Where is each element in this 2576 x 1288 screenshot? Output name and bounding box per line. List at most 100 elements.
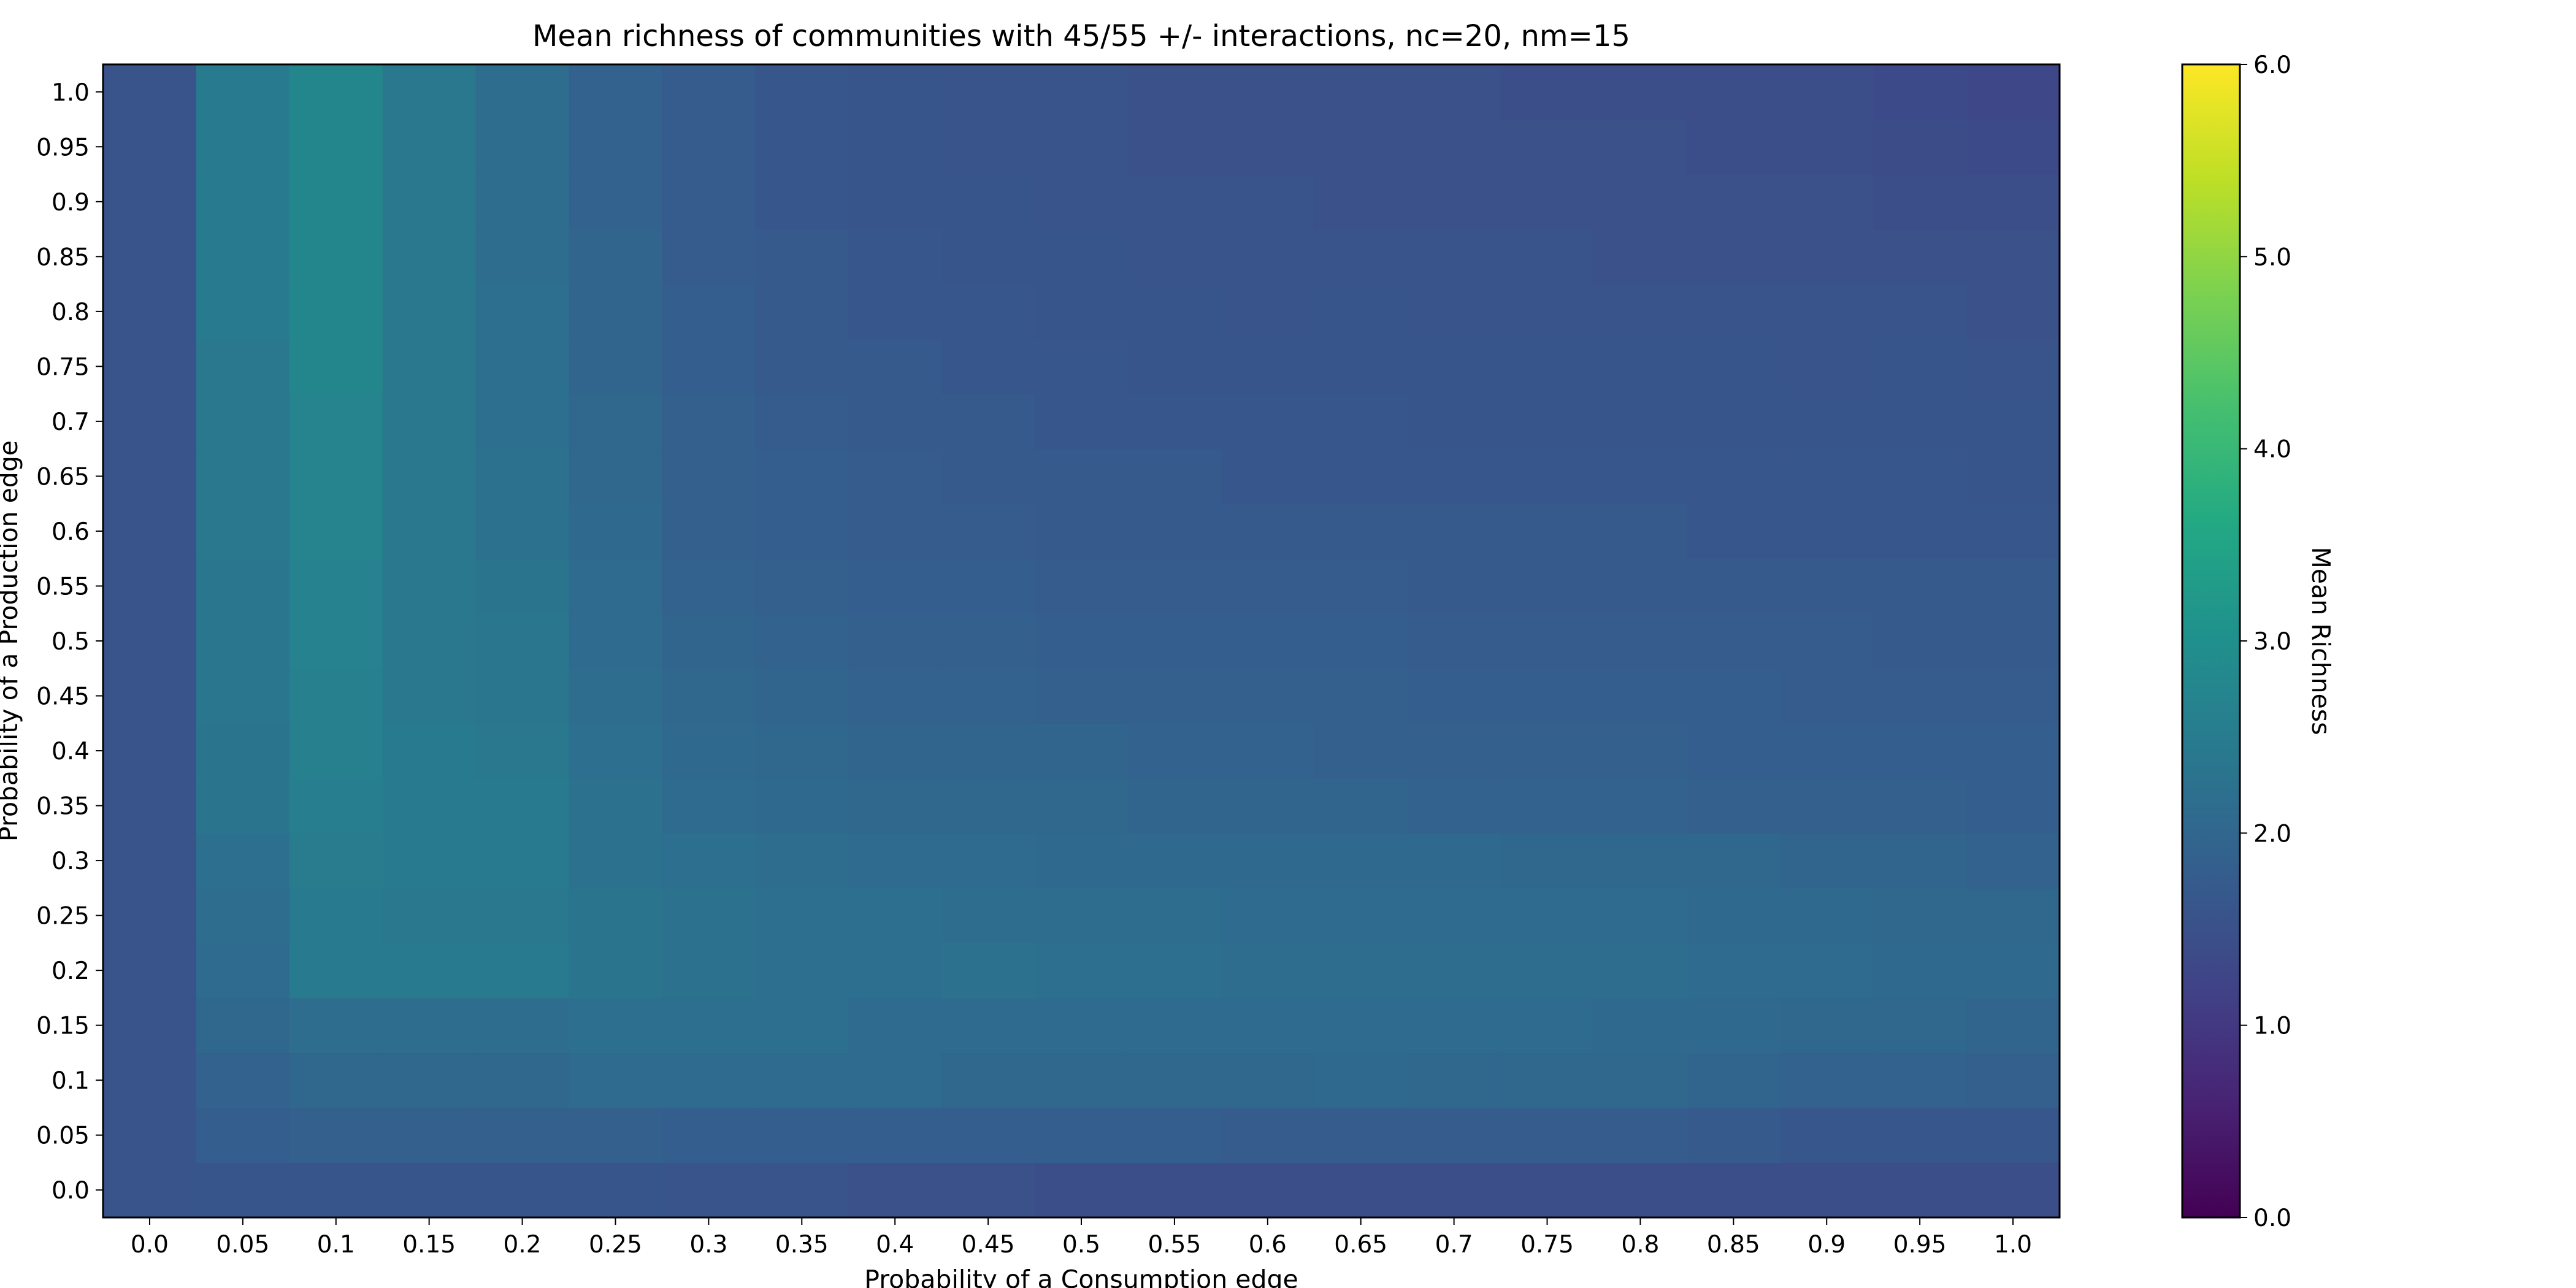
heatmap-cell: [755, 504, 849, 559]
heatmap-cell: [1593, 1107, 1687, 1163]
y-tick-label: 0.35: [36, 793, 90, 821]
heatmap-cell: [755, 943, 849, 999]
heatmap-cell: [196, 723, 290, 779]
heatmap-cell: [1500, 1107, 1595, 1163]
heatmap-cell: [1873, 887, 1967, 943]
heatmap-cell: [1873, 833, 1967, 889]
heatmap-cell: [662, 668, 756, 724]
heatmap-cell: [1500, 887, 1595, 943]
heatmap-cell: [1035, 1162, 1129, 1218]
heatmap-cell: [569, 943, 663, 999]
heatmap-cell: [1314, 174, 1408, 230]
heatmap-cell: [475, 723, 570, 779]
heatmap-cell: [569, 284, 663, 340]
heatmap-cell: [1127, 174, 1222, 230]
heatmap-cell: [1687, 119, 1781, 175]
heatmap-cell: [1593, 229, 1687, 285]
heatmap-cell: [1314, 504, 1408, 559]
heatmap-cell: [755, 833, 849, 889]
heatmap-cell: [1221, 1107, 1315, 1163]
y-tick-label: 0.9: [52, 189, 90, 217]
heatmap-cell: [475, 1107, 570, 1163]
heatmap-cell: [1500, 723, 1595, 779]
heatmap-cell: [941, 339, 1035, 394]
heatmap-cell: [1966, 613, 2060, 669]
heatmap-cell: [941, 833, 1035, 889]
heatmap-cell: [1966, 833, 2060, 889]
heatmap-cell: [941, 64, 1035, 120]
heatmap-cell: [1687, 558, 1781, 614]
heatmap-cell: [1407, 448, 1501, 504]
heatmap-cell: [755, 723, 849, 779]
heatmap-cell: [662, 833, 756, 889]
heatmap-cell: [848, 448, 942, 504]
colorbar-ticks: 0.0 1.0 2.0 3.0 4.0 5.0 6.0: [2240, 52, 2291, 1232]
heatmap-cell: [289, 887, 383, 943]
heatmap-cell: [1314, 229, 1408, 285]
heatmap-cell: [662, 1107, 756, 1163]
heatmap-cell: [848, 1107, 942, 1163]
heatmap-cell: [1127, 119, 1222, 175]
heatmap-cell: [848, 284, 942, 340]
heatmap-cell: [103, 997, 197, 1054]
heatmap-cell: [1314, 1107, 1408, 1163]
y-tick-label: 0.7: [52, 408, 90, 436]
y-tick-label: 0.85: [36, 243, 90, 271]
heatmap-cell: [1687, 723, 1781, 779]
heatmap-cell: [1314, 833, 1408, 889]
heatmap-cell: [569, 1052, 663, 1108]
heatmap-cell: [1035, 613, 1129, 669]
heatmap-cell: [1780, 229, 1874, 285]
y-tick-label: 0.95: [36, 134, 90, 161]
heatmap-cell: [1873, 1107, 1967, 1163]
x-tick-label: 0.15: [402, 1231, 456, 1259]
heatmap-cell: [1407, 229, 1501, 285]
heatmap-cell: [1314, 778, 1408, 834]
heatmap-cell: [1221, 119, 1315, 175]
heatmap-cell: [1966, 64, 2060, 120]
heatmap-cell: [1407, 394, 1501, 450]
heatmap-cell: [662, 229, 756, 285]
heatmap-cell: [1966, 943, 2060, 999]
heatmap-cell: [1035, 558, 1129, 614]
heatmap-cell: [1407, 504, 1501, 559]
heatmap-cell: [1221, 1162, 1315, 1218]
heatmap-cell: [1966, 997, 2060, 1054]
heatmap-cell: [289, 1052, 383, 1108]
heatmap-cell: [289, 119, 383, 175]
heatmap-cell: [289, 339, 383, 394]
heatmap-cell: [662, 174, 756, 230]
heatmap-cell: [1780, 119, 1874, 175]
heatmap-cell: [1966, 558, 2060, 614]
heatmap-cell: [1873, 668, 1967, 724]
heatmap-cell: [1873, 284, 1967, 340]
heatmap-cell: [382, 997, 477, 1054]
heatmap-cell: [289, 943, 383, 999]
heatmap-cell: [1780, 613, 1874, 669]
heatmap-cell: [289, 448, 383, 504]
heatmap-cell: [1966, 887, 2060, 943]
heatmap-cell: [941, 448, 1035, 504]
heatmap-cell: [1687, 448, 1781, 504]
heatmap-cell: [382, 1162, 477, 1218]
heatmap-cell: [1593, 339, 1687, 394]
y-tick-label: 0.8: [52, 299, 90, 326]
heatmap-cell: [662, 613, 756, 669]
heatmap-cell: [289, 1107, 383, 1163]
heatmap-cell: [1127, 1107, 1222, 1163]
heatmap-cell: [1314, 997, 1408, 1054]
heatmap-cell: [1407, 558, 1501, 614]
heatmap-cell: [1873, 997, 1967, 1054]
heatmap-cell: [1407, 997, 1501, 1054]
heatmap-cell: [569, 887, 663, 943]
heatmap-cell: [1687, 64, 1781, 120]
y-tick-label: 0.6: [52, 518, 90, 546]
heatmap-cell: [848, 504, 942, 559]
heatmap-cell: [569, 229, 663, 285]
colorbar-tick-label: 4.0: [2253, 436, 2291, 464]
heatmap-cell: [1127, 668, 1222, 724]
heatmap-cell: [1407, 943, 1501, 999]
heatmap-cell: [1780, 394, 1874, 450]
heatmap-cell: [103, 1107, 197, 1163]
